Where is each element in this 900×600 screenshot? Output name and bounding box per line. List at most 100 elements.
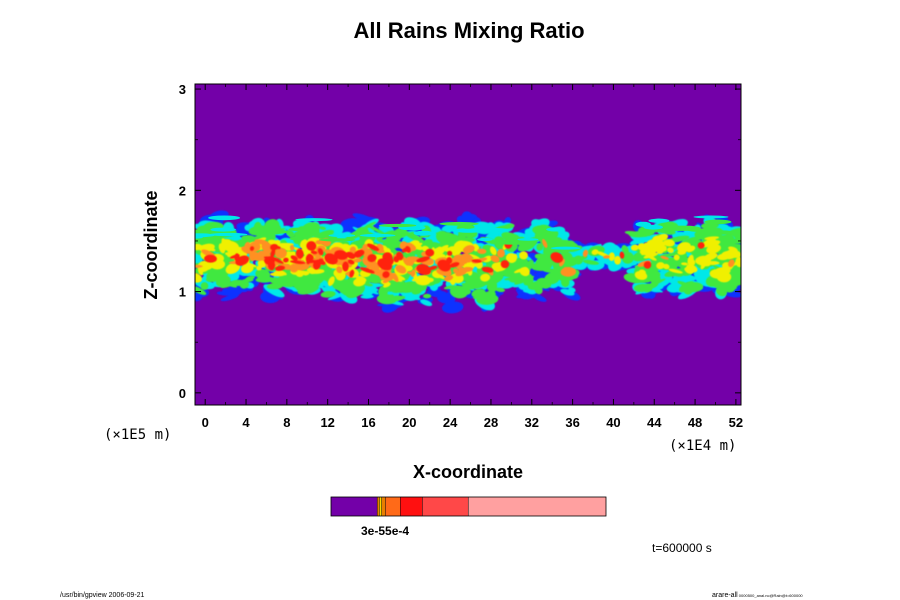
rain-cell [536,243,544,251]
rain-cell [484,290,496,300]
rain-cell [637,243,647,251]
rain-cell [684,266,692,272]
rain-cell [709,269,726,279]
rain-cell [536,227,550,239]
rain-cell [327,276,335,287]
rain-streak [550,246,581,250]
rain-streak [359,233,396,237]
rain-streak [209,232,248,237]
rain-streak [413,230,434,236]
x-tick-label: 12 [320,415,334,430]
rain-cell [716,286,728,297]
x-axis-label: X-coordinate [413,462,523,482]
rain-cell [197,243,214,250]
rain-cell [713,233,735,246]
rain-cell [471,259,482,263]
rain-streak [439,221,479,226]
rain-cell [621,251,634,264]
x-tick-label: 20 [402,415,416,430]
rain-cell [405,246,411,253]
frame-ticks [195,84,741,405]
rain-cell [324,253,338,265]
rain-cell [504,276,522,281]
rain-cell [677,242,691,253]
rain-cell [347,259,355,265]
rain-cell [469,254,481,260]
rain-streak [453,228,485,233]
rain-cell [317,248,324,256]
rain-cell [437,294,456,304]
rain-cell [524,274,534,286]
rain-cell [717,253,730,261]
rain-cell [542,239,548,248]
rain-cell [374,263,380,273]
rain-cell [267,259,275,271]
rain-cell [353,249,365,258]
rain-cell [235,255,250,266]
colorbar: 3e-55e-4 [330,496,607,538]
rain-streak [517,238,539,241]
rain-cell [575,255,588,261]
rain-cell [462,245,475,254]
rain-cell [396,251,404,261]
rain-cell [345,228,367,241]
rain-cell [361,221,376,231]
rain-cell [239,280,250,289]
colorbar-segment [400,497,423,516]
rain-cell [500,260,510,269]
rain-cell [342,261,349,272]
rain-cell [542,268,557,273]
colorbar-label: 3e-55e-4 [361,524,409,538]
rain-cell [706,260,720,265]
rain-cell [377,258,393,271]
rain-cell [704,236,720,240]
rain-streak [477,237,493,242]
chart-title: All Rains Mixing Ratio [353,18,584,43]
rain-cell [296,248,304,259]
rain-cell [582,249,589,257]
rain-cell [444,275,454,282]
rain-cell [630,236,647,245]
rain-cell [349,269,355,278]
rain-cell [453,254,467,264]
footer-right-sub: 0000500_anal.nc@Rain@t=600000 [738,593,804,598]
y-tick-label: 0 [179,386,186,401]
rain-cell [582,259,599,265]
rain-cell [732,260,741,266]
rain-cell [633,283,650,293]
footer-left: /usr/bin/gpview 2006-09-21 [60,592,145,599]
rain-cell [352,213,374,223]
rain-cell [453,241,467,250]
rain-streak [295,218,333,222]
rain-cell [562,267,569,276]
rain-streak [546,227,564,232]
rain-cell [662,263,670,270]
rain-cell [197,267,204,276]
rain-cell [517,238,538,252]
rain-cell [449,285,468,299]
rain-cell [591,249,599,255]
x-tick-label: 32 [525,415,539,430]
rain-cell [349,246,357,254]
rain-cell [195,237,206,250]
rain-cell [451,248,461,257]
rain-cell [269,256,284,264]
rain-cell [195,273,202,283]
rain-cell [353,258,362,263]
rain-cell [308,259,317,264]
rain-cell [382,271,390,278]
rain-cell [290,260,306,264]
rain-cell [304,271,326,287]
x-tick-label: 52 [729,415,743,430]
rain-cell [423,240,438,247]
rain-streak [476,227,510,232]
rain-cell [399,291,421,301]
rain-cell [687,258,696,266]
rain-cell [657,263,663,270]
rain-cell [392,272,399,283]
colorbar-segment [379,497,382,516]
rain-cell [482,255,493,263]
rain-cell [411,275,428,282]
rain-cell [200,282,209,290]
rain-cell [275,265,286,271]
